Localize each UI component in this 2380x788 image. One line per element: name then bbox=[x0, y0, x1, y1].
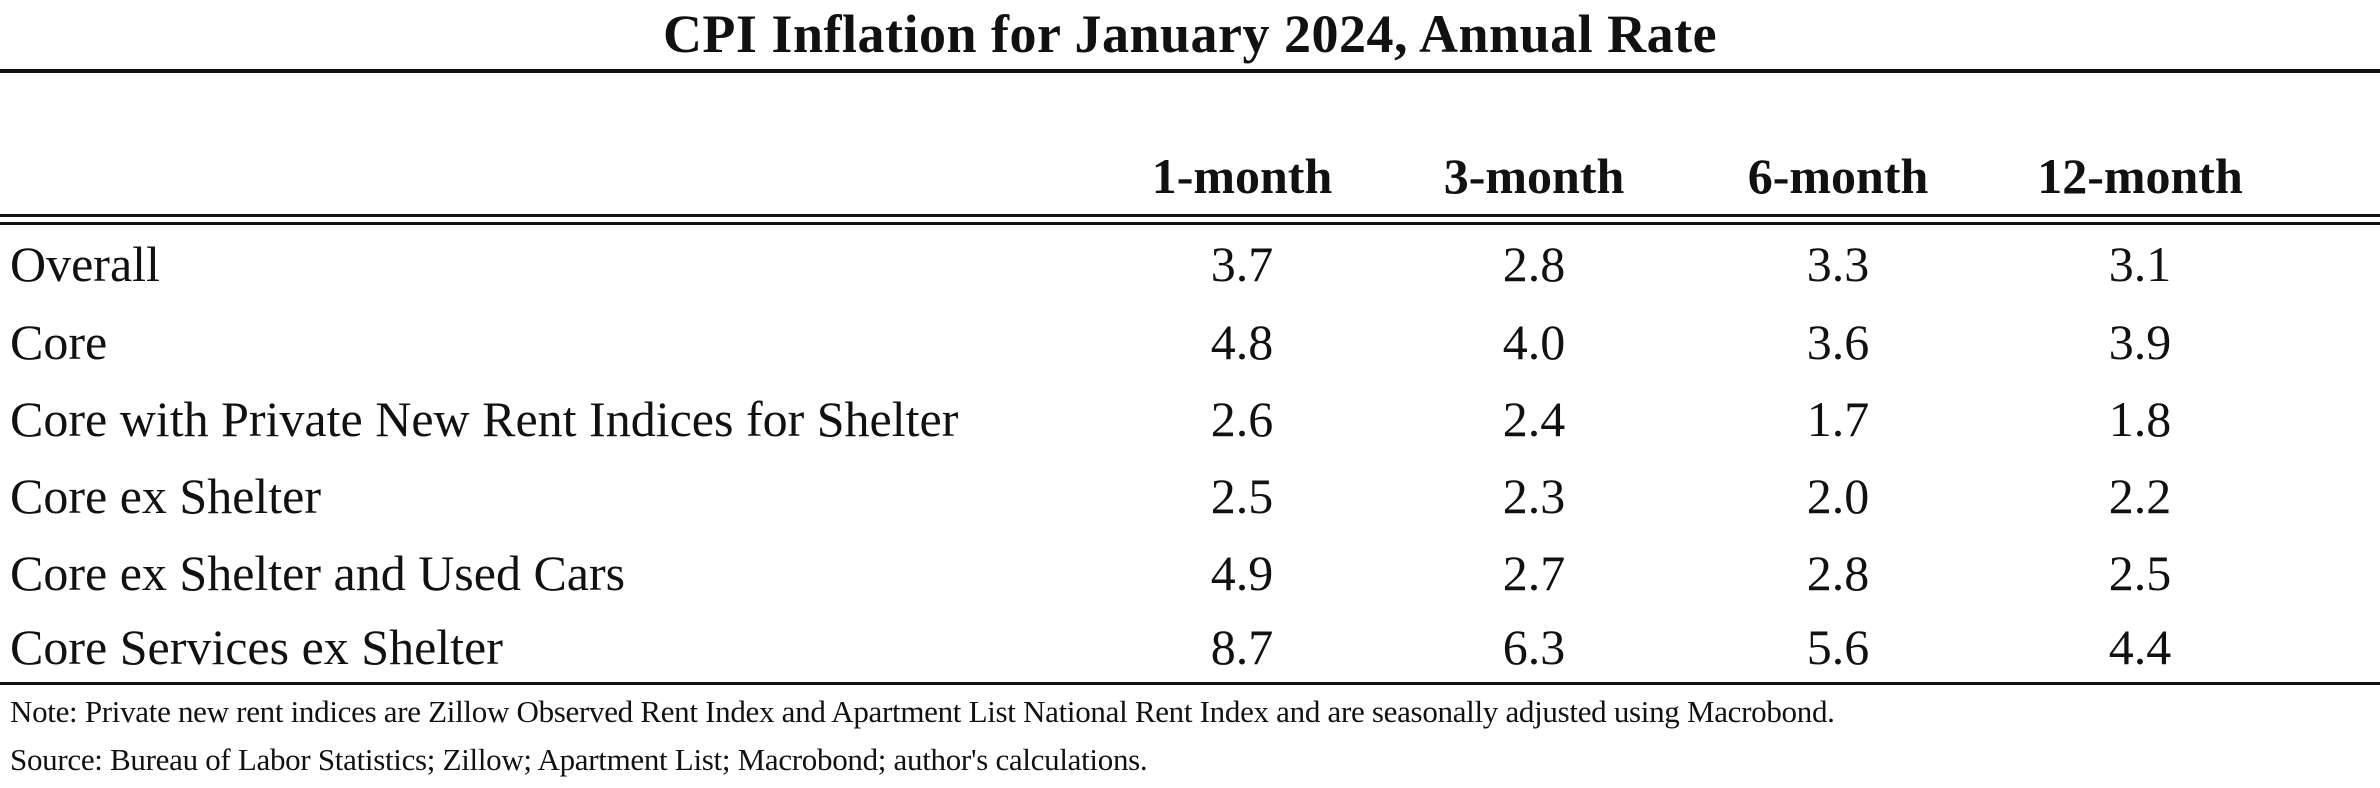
column-header-3-month: 3-month bbox=[1443, 148, 1625, 204]
column-header-6-month: 6-month bbox=[1747, 148, 1929, 204]
cell-3-month: 2.8 bbox=[1502, 236, 1566, 292]
cell-1-month: 2.5 bbox=[1210, 468, 1274, 524]
header-rule-upper bbox=[0, 214, 2380, 217]
cell-6-month: 2.0 bbox=[1806, 468, 1870, 524]
table-row: Core Services ex Shelter 8.7 6.3 5.6 4.4 bbox=[0, 608, 2380, 686]
cell-1-month: 2.6 bbox=[1210, 391, 1274, 447]
cell-3-month: 2.3 bbox=[1502, 468, 1566, 524]
row-label: Core with Private New Rent Indices for S… bbox=[10, 391, 959, 447]
cell-12-month: 4.4 bbox=[2108, 619, 2172, 675]
table-row: Core ex Shelter 2.5 2.3 2.0 2.2 bbox=[0, 457, 2380, 535]
cell-12-month: 3.1 bbox=[2108, 236, 2172, 292]
cell-6-month: 3.3 bbox=[1806, 236, 1870, 292]
row-label: Overall bbox=[10, 236, 160, 292]
table-source: Source: Bureau of Labor Statistics; Zill… bbox=[10, 742, 1148, 777]
table-row: Overall 3.7 2.8 3.3 3.1 bbox=[0, 225, 2380, 303]
table-row: Core with Private New Rent Indices for S… bbox=[0, 380, 2380, 458]
cell-6-month: 2.8 bbox=[1806, 545, 1870, 601]
table-note: Note: Private new rent indices are Zillo… bbox=[10, 694, 1835, 729]
cell-1-month: 4.8 bbox=[1210, 314, 1274, 370]
cell-12-month: 2.5 bbox=[2108, 545, 2172, 601]
cell-3-month: 6.3 bbox=[1502, 619, 1566, 675]
row-label: Core ex Shelter bbox=[10, 468, 322, 524]
cell-1-month: 4.9 bbox=[1210, 545, 1274, 601]
table-row: Core ex Shelter and Used Cars 4.9 2.7 2.… bbox=[0, 534, 2380, 612]
column-header-1-month: 1-month bbox=[1151, 148, 1333, 204]
cell-1-month: 3.7 bbox=[1210, 236, 1274, 292]
table-title: CPI Inflation for January 2024, Annual R… bbox=[662, 4, 1718, 64]
top-rule bbox=[0, 69, 2380, 73]
cell-3-month: 4.0 bbox=[1502, 314, 1566, 370]
cell-3-month: 2.4 bbox=[1502, 391, 1566, 447]
header-rule-lower bbox=[0, 222, 2380, 225]
cell-12-month: 2.2 bbox=[2108, 468, 2172, 524]
row-label: Core Services ex Shelter bbox=[10, 619, 503, 675]
cell-6-month: 5.6 bbox=[1806, 619, 1870, 675]
column-header-12-month: 12-month bbox=[2037, 148, 2243, 204]
row-label: Core ex Shelter and Used Cars bbox=[10, 545, 626, 601]
cell-3-month: 2.7 bbox=[1502, 545, 1566, 601]
bottom-rule bbox=[0, 682, 2380, 685]
cell-1-month: 8.7 bbox=[1210, 619, 1274, 675]
row-label: Core bbox=[10, 314, 108, 370]
cell-6-month: 3.6 bbox=[1806, 314, 1870, 370]
cell-12-month: 1.8 bbox=[2108, 391, 2172, 447]
table-row: Core 4.8 4.0 3.6 3.9 bbox=[0, 303, 2380, 381]
cell-6-month: 1.7 bbox=[1806, 391, 1870, 447]
cell-12-month: 3.9 bbox=[2108, 314, 2172, 370]
